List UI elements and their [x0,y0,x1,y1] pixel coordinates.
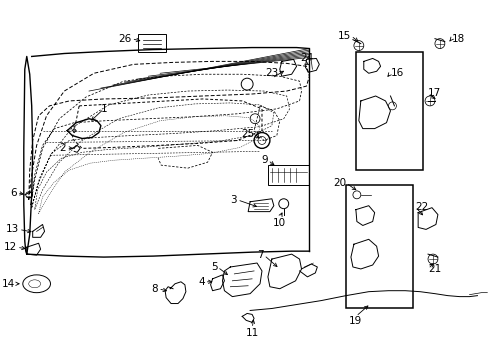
Text: 2: 2 [60,143,66,153]
Text: 9: 9 [261,155,268,165]
Text: 11: 11 [245,328,259,338]
Text: 24: 24 [300,53,313,63]
Text: 23: 23 [265,68,278,78]
Bar [268,165,309,185]
Text: 1: 1 [100,104,107,114]
Text: 16: 16 [391,68,404,78]
Text: 25: 25 [241,129,254,139]
Text: 5: 5 [211,262,218,272]
Text: 14: 14 [1,279,15,289]
Text: 15: 15 [338,31,351,41]
Bar [356,51,423,170]
Text: 7: 7 [257,250,264,260]
Text: 4: 4 [198,277,205,287]
Text: 12: 12 [3,242,17,252]
Text: 6: 6 [10,188,17,198]
Text: 10: 10 [273,217,286,228]
Text: 3: 3 [231,195,237,205]
Text: 19: 19 [349,316,363,327]
Text: 20: 20 [333,178,346,188]
Text: 13: 13 [5,224,19,234]
Text: 18: 18 [452,34,465,44]
Bar [346,185,413,309]
Text: 8: 8 [151,284,158,294]
Text: 21: 21 [428,264,441,274]
Text: 26: 26 [118,34,131,44]
Text: 17: 17 [428,88,441,98]
Text: 22: 22 [415,202,428,212]
